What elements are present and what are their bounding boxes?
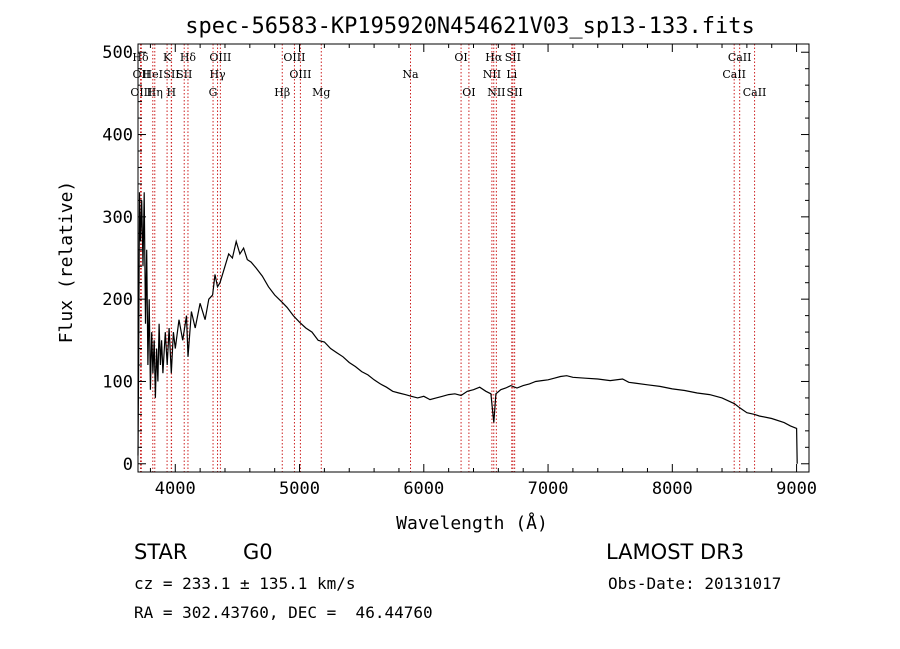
survey-label: LAMOST DR3 [606,540,745,564]
flux-series [137,192,798,464]
line-label: Hγ [209,68,226,81]
y-axis-label: Flux (relative) [56,181,77,344]
y-tick-label: 500 [102,43,133,63]
y-tick-label: 200 [102,290,133,310]
x-tick-label: 7000 [528,479,569,499]
line-label: OIII [289,68,311,81]
redshift-text: cz = 233.1 ± 135.1 km/s [134,574,356,593]
line-label: OI [454,51,467,64]
line-label: CaII [743,86,767,99]
line-label: Hα [485,51,503,64]
line-label: Hβ [274,86,290,99]
line-label: SII [176,68,192,81]
x-tick-label: 5000 [279,479,320,499]
line-label: SII [163,68,179,81]
x-tick-label: 4000 [155,479,196,499]
line-label: SII [507,86,523,99]
line-label: Hδ [180,51,197,64]
class-label: STAR [134,540,188,564]
line-label: NII [483,68,501,81]
y-tick-label: 300 [102,208,133,228]
line-label: H [167,86,177,99]
line-label: HeI [143,68,163,81]
coordinates-text: RA = 302.43760, DEC = 46.44760 [134,603,433,622]
subclass-label: G0 [243,540,273,564]
line-label: Hη [147,86,163,99]
plot-frame [137,43,810,473]
line-label: CaII [722,68,746,81]
flux-line [137,192,798,464]
line-label: OIII [130,86,152,99]
line-label: CaII [728,51,752,64]
line-label: NII [487,86,505,99]
x-tick-label: 9000 [776,479,817,499]
obs-date-text: Obs-Date: 20131017 [608,574,782,593]
line-label: OI [462,86,475,99]
line-label: OIII [283,51,305,64]
chart-title: spec-56583-KP195920N454621V03_sp13-133.f… [185,14,755,39]
y-tick-label: 400 [102,126,133,146]
line-label: K [163,51,172,64]
line-label: OIII [209,51,231,64]
y-tick-label: 0 [123,455,133,475]
line-label: OII [132,68,150,81]
x-axis-label: Wavelength (Å) [396,512,548,534]
x-tick-label: 6000 [403,479,444,499]
y-tick-label: 100 [102,372,133,392]
line-label: Hδ [132,51,149,64]
line-label: SII [505,51,521,64]
axis-ticks: 4000 5000 6000 7000 8000 9000 0 100 200 300 400 500 [102,43,817,499]
line-label: Li [506,68,517,81]
line-label: Mg [312,86,330,99]
line-label: G [209,86,218,99]
line-label: Na [402,68,419,81]
line-markers [139,44,756,472]
x-tick-label: 8000 [652,479,693,499]
